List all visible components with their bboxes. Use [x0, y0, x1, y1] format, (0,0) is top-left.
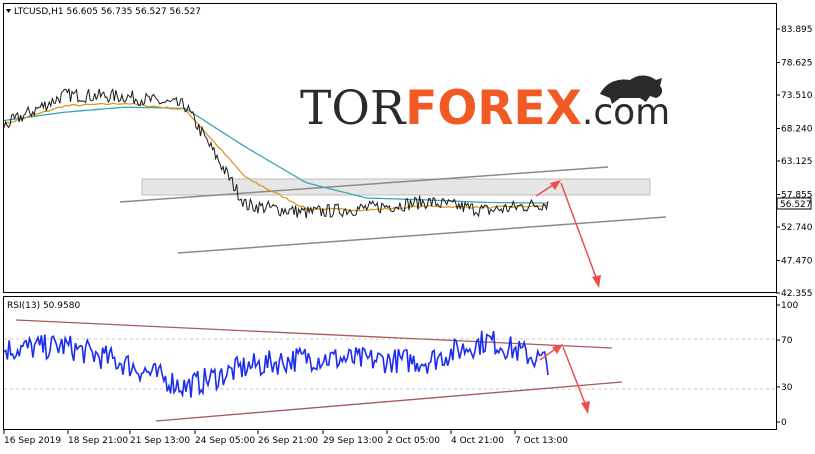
- rsi-series-line: [3, 330, 549, 399]
- ma-slow-line: [3, 106, 548, 204]
- last-price-tag-group: 56.527: [776, 197, 812, 210]
- x-tick-label: 24 Sep 05:00: [195, 436, 255, 446]
- x-tick-label: 16 Sep 2019: [4, 436, 61, 446]
- rsi-y-axis: 100 70 30 0: [776, 301, 798, 428]
- x-tick-label: 7 Oct 13:00: [515, 436, 568, 446]
- rsi-forecast-arrows: [539, 344, 590, 414]
- price-title-group: LTCUSD,H1 56.605 56.735 56.527 56.527: [6, 7, 201, 17]
- resistance-zone: [141, 178, 651, 196]
- price-y-tick-label: 47.470: [781, 256, 813, 266]
- rsi-upper-channel-line: [15, 319, 613, 349]
- x-tick-label: 29 Sep 13:00: [323, 436, 383, 446]
- rsi-panel-title: RSI(13) 50.9580: [7, 301, 80, 311]
- x-tick-label: 21 Sep 13:00: [130, 436, 190, 446]
- rsi-arrow-down-head: [581, 401, 590, 414]
- price-panel-frame: [3, 3, 777, 293]
- rsi-arrow-down-segment: [562, 346, 587, 407]
- torforex-logo: TORFOREX.com: [300, 75, 670, 136]
- logo-text: TORFOREX.com: [300, 81, 670, 136]
- rsi-arrow-up-head: [552, 344, 563, 354]
- x-tick-label: 2 Oct 05:00: [387, 436, 440, 446]
- logo-part-tor: TOR: [300, 81, 407, 136]
- rsi-y-tick-label: 70: [781, 336, 793, 346]
- lower-trendline: [177, 216, 667, 254]
- price-forecast-arrows: [535, 180, 601, 288]
- logo-part-com: .com: [582, 92, 670, 133]
- arrow-up-head: [550, 180, 561, 190]
- rsi-y-tick-label: 30: [781, 383, 793, 393]
- rsi-lower-channel-line: [155, 381, 623, 422]
- price-y-tick-label: 57.855: [781, 190, 813, 200]
- price-y-axis: 83.895 78.625 73.510 68.240 63.125 57.855 52.7…: [776, 25, 813, 299]
- x-tick-label: 26 Sep 21:00: [258, 436, 318, 446]
- price-y-tick-label: 52.740: [781, 223, 813, 233]
- title-marker-icon: [6, 9, 11, 13]
- price-y-tick-label: 73.510: [781, 91, 813, 101]
- upper-trendline: [119, 166, 609, 203]
- x-tick-label: 18 Sep 21:00: [68, 436, 128, 446]
- rsi-y-tick-label: 100: [781, 301, 798, 311]
- time-x-axis: 16 Sep 2019 18 Sep 21:00 21 Sep 13:00 24 Se…: [3, 430, 568, 446]
- price-y-tick-label: 63.125: [781, 157, 813, 167]
- last-price-tag: 56.527: [780, 200, 812, 210]
- price-series-line: [3, 87, 549, 219]
- logo-part-forex: FOREX: [405, 81, 582, 136]
- price-y-tick-label: 68.240: [781, 124, 813, 134]
- price-y-tick-label: 78.625: [781, 58, 813, 68]
- price-y-tick-label: 42.355: [781, 289, 813, 299]
- bull-icon: [600, 75, 663, 104]
- x-tick-label: 4 Oct 21:00: [451, 436, 504, 446]
- arrow-down-head: [592, 275, 601, 288]
- last-price-tag-box: [776, 197, 812, 210]
- ma-fast-line: [3, 102, 549, 212]
- price-y-tick-label: 83.895: [781, 25, 813, 35]
- rsi-y-tick-label: 0: [781, 418, 787, 428]
- price-panel-title: LTCUSD,H1 56.605 56.735 56.527 56.527: [14, 7, 201, 17]
- arrow-down-segment: [560, 182, 598, 281]
- rsi-panel-frame: [3, 296, 777, 430]
